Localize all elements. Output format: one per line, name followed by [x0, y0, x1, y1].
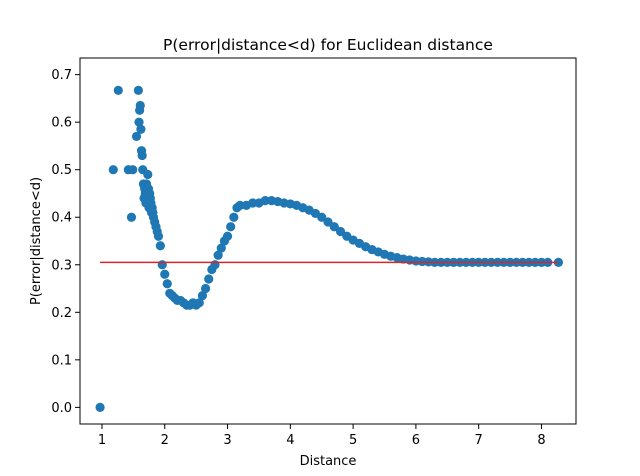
y-tick-label: 0.5 — [51, 163, 72, 178]
x-tick-label: 5 — [349, 433, 357, 448]
scatter-point — [137, 150, 147, 161]
scatter-points — [95, 85, 564, 412]
x-tick-label: 7 — [475, 433, 483, 448]
x-axis-label: Distance — [300, 454, 357, 469]
scatter-point — [128, 165, 138, 175]
y-tick-label: 0.2 — [51, 306, 72, 321]
x-tick-label: 3 — [223, 433, 231, 448]
plot-frame — [79, 57, 577, 425]
scatter-point — [131, 131, 142, 142]
scatter-point — [323, 217, 333, 227]
x-tick-label: 8 — [537, 433, 545, 448]
scatter-point — [222, 231, 233, 241]
scatter-point — [162, 279, 172, 289]
scatter-point — [155, 241, 165, 251]
x-tick-label: 2 — [161, 433, 169, 448]
scatter-point — [197, 291, 208, 301]
scatter-point — [329, 222, 339, 232]
scatter-point — [95, 402, 105, 412]
y-tick-label: 0.4 — [51, 211, 72, 226]
scatter-point — [153, 231, 164, 241]
scatter-point — [135, 100, 145, 111]
scatter-point — [194, 298, 204, 308]
x-axis: 1 2 3 4 5 6 7 8 — [98, 424, 546, 448]
scatter-point — [143, 169, 153, 180]
scatter-point — [160, 269, 170, 279]
chart-title: P(error|distance<d) for Euclidean distan… — [163, 36, 493, 54]
y-tick-label: 0.7 — [51, 68, 72, 83]
scatter-point — [229, 212, 239, 222]
y-tick-label: 0.0 — [51, 401, 72, 416]
x-tick-label: 6 — [412, 433, 420, 448]
scatter-point — [226, 222, 236, 232]
scatter-point — [216, 243, 226, 253]
x-tick-label: 4 — [286, 433, 294, 448]
scatter-point — [136, 124, 146, 134]
scatter-point — [157, 260, 167, 270]
y-axis-label: P(error|distance<d) — [29, 177, 44, 305]
scatter-point — [317, 212, 327, 222]
scatter-point — [213, 250, 223, 260]
scatter-point — [108, 165, 118, 175]
scatter-point — [113, 85, 123, 95]
y-tick-label: 0.1 — [51, 353, 72, 368]
scatter-point — [204, 274, 214, 284]
scatter-point — [126, 212, 137, 222]
scatter-point — [200, 283, 211, 294]
y-axis: 0.0 0.1 0.2 0.3 0.4 0.5 0.6 0.7 — [51, 68, 80, 416]
x-tick-label: 1 — [98, 433, 106, 448]
scatter-point — [335, 226, 346, 237]
y-tick-label: 0.3 — [51, 258, 72, 273]
y-tick-label: 0.6 — [51, 116, 72, 131]
scatter-point — [134, 117, 144, 127]
scatter-point — [210, 260, 220, 270]
scatter-point — [133, 85, 143, 95]
